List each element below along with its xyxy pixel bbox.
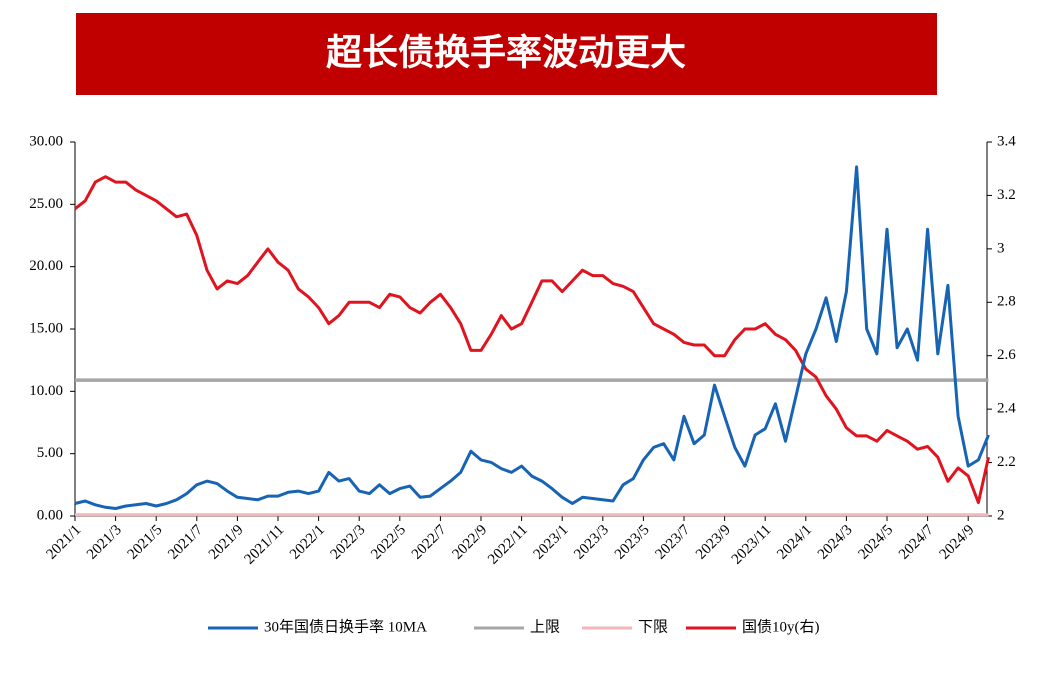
x-tick-label: 2024/7 xyxy=(896,522,937,563)
y2-tick-label: 3 xyxy=(997,240,1005,256)
y2-tick-label: 2.6 xyxy=(997,347,1016,363)
y2-tick-label: 2.4 xyxy=(997,401,1016,417)
x-tick-label: 2024/3 xyxy=(815,522,856,563)
series-line xyxy=(74,175,990,505)
chart-title: 超长债换手率波动更大 xyxy=(326,32,686,72)
x-tick-label: 2023/3 xyxy=(571,522,612,563)
y-tick-label: 30.00 xyxy=(29,133,63,149)
y2-tick-label: 2 xyxy=(997,507,1005,523)
x-tick-label: 2023/5 xyxy=(612,522,653,563)
x-tick-label: 2021/1 xyxy=(43,522,84,563)
x-tick-label: 2024/1 xyxy=(774,522,815,563)
x-tick-label: 2022/7 xyxy=(409,522,450,563)
x-tick-label: 2024/5 xyxy=(855,522,896,563)
y2-tick-label: 3.2 xyxy=(997,187,1016,203)
x-tick-label: 2021/7 xyxy=(165,522,206,563)
y2-tick-label: 3.4 xyxy=(997,133,1016,149)
x-tick-label: 2021/11 xyxy=(242,522,288,568)
x-tick-label: 2021/5 xyxy=(125,522,166,563)
y-tick-label: 5.00 xyxy=(37,445,63,461)
y-tick-label: 15.00 xyxy=(29,320,63,336)
x-tick-label: 2022/11 xyxy=(485,522,531,568)
y2-tick-label: 2.2 xyxy=(997,454,1016,470)
y-tick-label: 25.00 xyxy=(29,196,63,212)
y2-tick-label: 2.8 xyxy=(997,294,1016,310)
x-tick-label: 2023/11 xyxy=(729,522,775,568)
x-tick-label: 2022/3 xyxy=(328,522,369,563)
x-tick-label: 2022/1 xyxy=(287,522,328,563)
y-tick-label: 10.00 xyxy=(29,383,63,399)
y-tick-label: 0.00 xyxy=(37,507,63,523)
x-tick-label: 2021/3 xyxy=(84,522,125,563)
legend-label: 上限 xyxy=(530,618,560,635)
legend-label: 30年国债日换手率 10MA xyxy=(264,618,427,635)
title-banner xyxy=(76,13,937,95)
legend-label: 下限 xyxy=(638,618,668,635)
series-line xyxy=(74,165,990,510)
y-tick-label: 20.00 xyxy=(29,258,63,274)
x-tick-label: 2023/1 xyxy=(531,522,572,563)
x-tick-label: 2024/9 xyxy=(937,522,978,563)
legend-label: 国债10y(右) xyxy=(742,618,820,635)
x-tick-label: 2023/7 xyxy=(652,522,693,563)
x-tick-label: 2022/5 xyxy=(368,522,409,563)
